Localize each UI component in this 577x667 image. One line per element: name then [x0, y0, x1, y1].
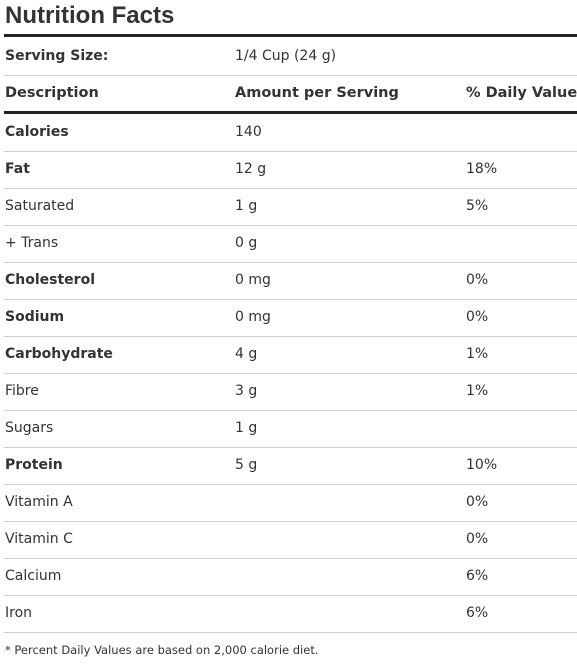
serving-size-row: Serving Size: 1/4 Cup (24 g)	[0, 38, 577, 75]
row-divider	[4, 632, 577, 633]
table-header-row: Description Amount per Serving % Daily V…	[0, 75, 577, 112]
nutrient-amount: 3 g	[235, 383, 258, 399]
nutrient-daily-value: 0%	[466, 494, 489, 510]
nutrient-daily-value: 6%	[466, 605, 489, 621]
table-row: Protein 5 g 10%	[0, 447, 577, 484]
nutrient-name: Calories	[5, 124, 69, 140]
row-divider	[4, 484, 577, 485]
row-divider	[4, 225, 577, 226]
row-divider	[4, 447, 577, 448]
nutrient-amount: 0 g	[235, 235, 258, 251]
nutrient-name: Sodium	[5, 309, 65, 325]
nutrient-name: Vitamin A	[5, 494, 73, 510]
nutrient-amount: 4 g	[235, 346, 258, 362]
title-rule	[4, 34, 577, 37]
nutrient-name: Protein	[5, 457, 63, 473]
table-row: Fat 12 g 18%	[0, 151, 577, 188]
nutrient-name: Vitamin C	[5, 531, 73, 547]
page-title: Nutrition Facts	[5, 2, 175, 29]
column-header-description: Description	[5, 85, 99, 101]
nutrient-name: Saturated	[5, 198, 75, 214]
nutrient-amount: 12 g	[235, 161, 267, 177]
table-row: Carbohydrate 4 g 1%	[0, 336, 577, 373]
serving-size-value: 1/4 Cup (24 g)	[235, 48, 337, 64]
table-row: Vitamin A 0%	[0, 484, 577, 521]
row-divider	[4, 336, 577, 337]
nutrient-name: Fibre	[5, 383, 39, 399]
serving-size-label: Serving Size:	[5, 48, 109, 64]
row-divider	[4, 151, 577, 152]
nutrient-daily-value: 1%	[466, 383, 489, 399]
row-divider	[4, 595, 577, 596]
row-divider	[4, 188, 577, 189]
nutrient-daily-value: 10%	[466, 457, 498, 473]
nutrient-daily-value: 1%	[466, 346, 489, 362]
column-header-amount: Amount per Serving	[235, 85, 399, 101]
header-rule	[4, 111, 577, 114]
nutrient-name: Calcium	[5, 568, 62, 584]
table-row: Vitamin C 0%	[0, 521, 577, 558]
row-divider	[4, 558, 577, 559]
nutrient-name: Sugars	[5, 420, 54, 436]
footnote: * Percent Daily Values are based on 2,00…	[5, 643, 319, 657]
table-row: Sugars 1 g	[0, 410, 577, 447]
table-row: + Trans 0 g	[0, 225, 577, 262]
table-row: Saturated 1 g 5%	[0, 188, 577, 225]
nutrient-daily-value: 5%	[466, 198, 489, 214]
row-divider	[4, 373, 577, 374]
table-row: Cholesterol 0 mg 0%	[0, 262, 577, 299]
nutrient-amount: 140	[235, 124, 262, 140]
nutrient-daily-value: 0%	[466, 309, 489, 325]
nutrient-daily-value: 0%	[466, 531, 489, 547]
nutrient-amount: 1 g	[235, 420, 258, 436]
row-divider	[4, 262, 577, 263]
nutrient-name: Fat	[5, 161, 30, 177]
nutrient-amount: 1 g	[235, 198, 258, 214]
nutrient-daily-value: 18%	[466, 161, 498, 177]
table-row: Calcium 6%	[0, 558, 577, 595]
table-row: Calories 140	[0, 114, 577, 151]
table-row: Iron 6%	[0, 595, 577, 632]
nutrient-amount: 0 mg	[235, 272, 271, 288]
table-row: Fibre 3 g 1%	[0, 373, 577, 410]
nutrient-name: Cholesterol	[5, 272, 95, 288]
table-row: Sodium 0 mg 0%	[0, 299, 577, 336]
nutrient-amount: 0 mg	[235, 309, 271, 325]
row-divider	[4, 299, 577, 300]
nutrient-daily-value: 0%	[466, 272, 489, 288]
nutrient-name: Iron	[5, 605, 33, 621]
row-divider	[4, 521, 577, 522]
row-divider	[4, 75, 577, 76]
nutrient-amount: 5 g	[235, 457, 258, 473]
nutrient-name: Carbohydrate	[5, 346, 113, 362]
row-divider	[4, 410, 577, 411]
nutrient-name: + Trans	[5, 235, 59, 251]
nutrient-daily-value: 6%	[466, 568, 489, 584]
column-header-daily-value: % Daily Value	[466, 85, 577, 101]
